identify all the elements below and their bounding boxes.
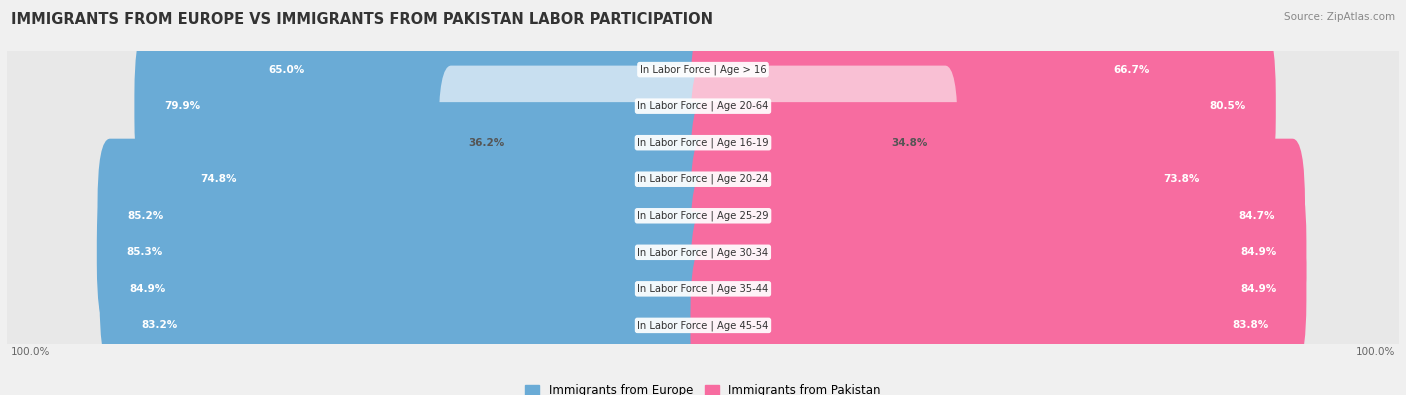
- Text: 84.9%: 84.9%: [1240, 247, 1277, 257]
- Text: 84.9%: 84.9%: [1240, 284, 1277, 294]
- FancyBboxPatch shape: [100, 212, 716, 366]
- Text: 73.8%: 73.8%: [1163, 174, 1199, 184]
- FancyBboxPatch shape: [690, 29, 1275, 183]
- Text: In Labor Force | Age 45-54: In Labor Force | Age 45-54: [637, 320, 769, 331]
- Text: 83.8%: 83.8%: [1233, 320, 1268, 330]
- Text: In Labor Force | Age 20-24: In Labor Force | Age 20-24: [637, 174, 769, 184]
- Text: 66.7%: 66.7%: [1114, 65, 1150, 75]
- FancyBboxPatch shape: [97, 139, 716, 293]
- Text: In Labor Force | Age 30-34: In Labor Force | Age 30-34: [637, 247, 769, 258]
- FancyBboxPatch shape: [0, 29, 1406, 183]
- Text: 83.2%: 83.2%: [142, 320, 177, 330]
- Text: In Labor Force | Age 20-64: In Labor Force | Age 20-64: [637, 101, 769, 111]
- FancyBboxPatch shape: [0, 248, 1406, 395]
- FancyBboxPatch shape: [0, 66, 1406, 220]
- FancyBboxPatch shape: [0, 175, 1406, 329]
- Legend: Immigrants from Europe, Immigrants from Pakistan: Immigrants from Europe, Immigrants from …: [520, 380, 886, 395]
- Text: 100.0%: 100.0%: [1357, 346, 1396, 357]
- Text: Source: ZipAtlas.com: Source: ZipAtlas.com: [1284, 12, 1395, 22]
- Text: In Labor Force | Age 25-29: In Labor Force | Age 25-29: [637, 211, 769, 221]
- Text: 85.3%: 85.3%: [127, 247, 163, 257]
- FancyBboxPatch shape: [0, 102, 1406, 256]
- Text: 74.8%: 74.8%: [200, 174, 236, 184]
- FancyBboxPatch shape: [170, 102, 716, 256]
- Text: 65.0%: 65.0%: [269, 65, 304, 75]
- Text: 80.5%: 80.5%: [1209, 101, 1246, 111]
- FancyBboxPatch shape: [238, 0, 716, 147]
- Text: In Labor Force | Age 35-44: In Labor Force | Age 35-44: [637, 284, 769, 294]
- FancyBboxPatch shape: [690, 66, 957, 220]
- FancyBboxPatch shape: [690, 248, 1299, 395]
- Text: 36.2%: 36.2%: [468, 138, 505, 148]
- Text: 84.7%: 84.7%: [1239, 211, 1275, 221]
- Text: In Labor Force | Age > 16: In Labor Force | Age > 16: [640, 64, 766, 75]
- Text: 85.2%: 85.2%: [128, 211, 163, 221]
- FancyBboxPatch shape: [0, 0, 1406, 147]
- FancyBboxPatch shape: [0, 212, 1406, 366]
- FancyBboxPatch shape: [439, 66, 716, 220]
- Text: In Labor Force | Age 16-19: In Labor Force | Age 16-19: [637, 137, 769, 148]
- Text: IMMIGRANTS FROM EUROPE VS IMMIGRANTS FROM PAKISTAN LABOR PARTICIPATION: IMMIGRANTS FROM EUROPE VS IMMIGRANTS FRO…: [11, 12, 713, 27]
- FancyBboxPatch shape: [97, 175, 716, 329]
- Text: 100.0%: 100.0%: [10, 346, 49, 357]
- Text: 84.9%: 84.9%: [129, 284, 166, 294]
- FancyBboxPatch shape: [690, 0, 1180, 147]
- FancyBboxPatch shape: [690, 139, 1305, 293]
- Text: 79.9%: 79.9%: [165, 101, 201, 111]
- Text: 34.8%: 34.8%: [891, 138, 928, 148]
- FancyBboxPatch shape: [690, 212, 1306, 366]
- FancyBboxPatch shape: [111, 248, 716, 395]
- FancyBboxPatch shape: [690, 102, 1229, 256]
- FancyBboxPatch shape: [135, 29, 716, 183]
- FancyBboxPatch shape: [0, 139, 1406, 293]
- FancyBboxPatch shape: [690, 175, 1306, 329]
